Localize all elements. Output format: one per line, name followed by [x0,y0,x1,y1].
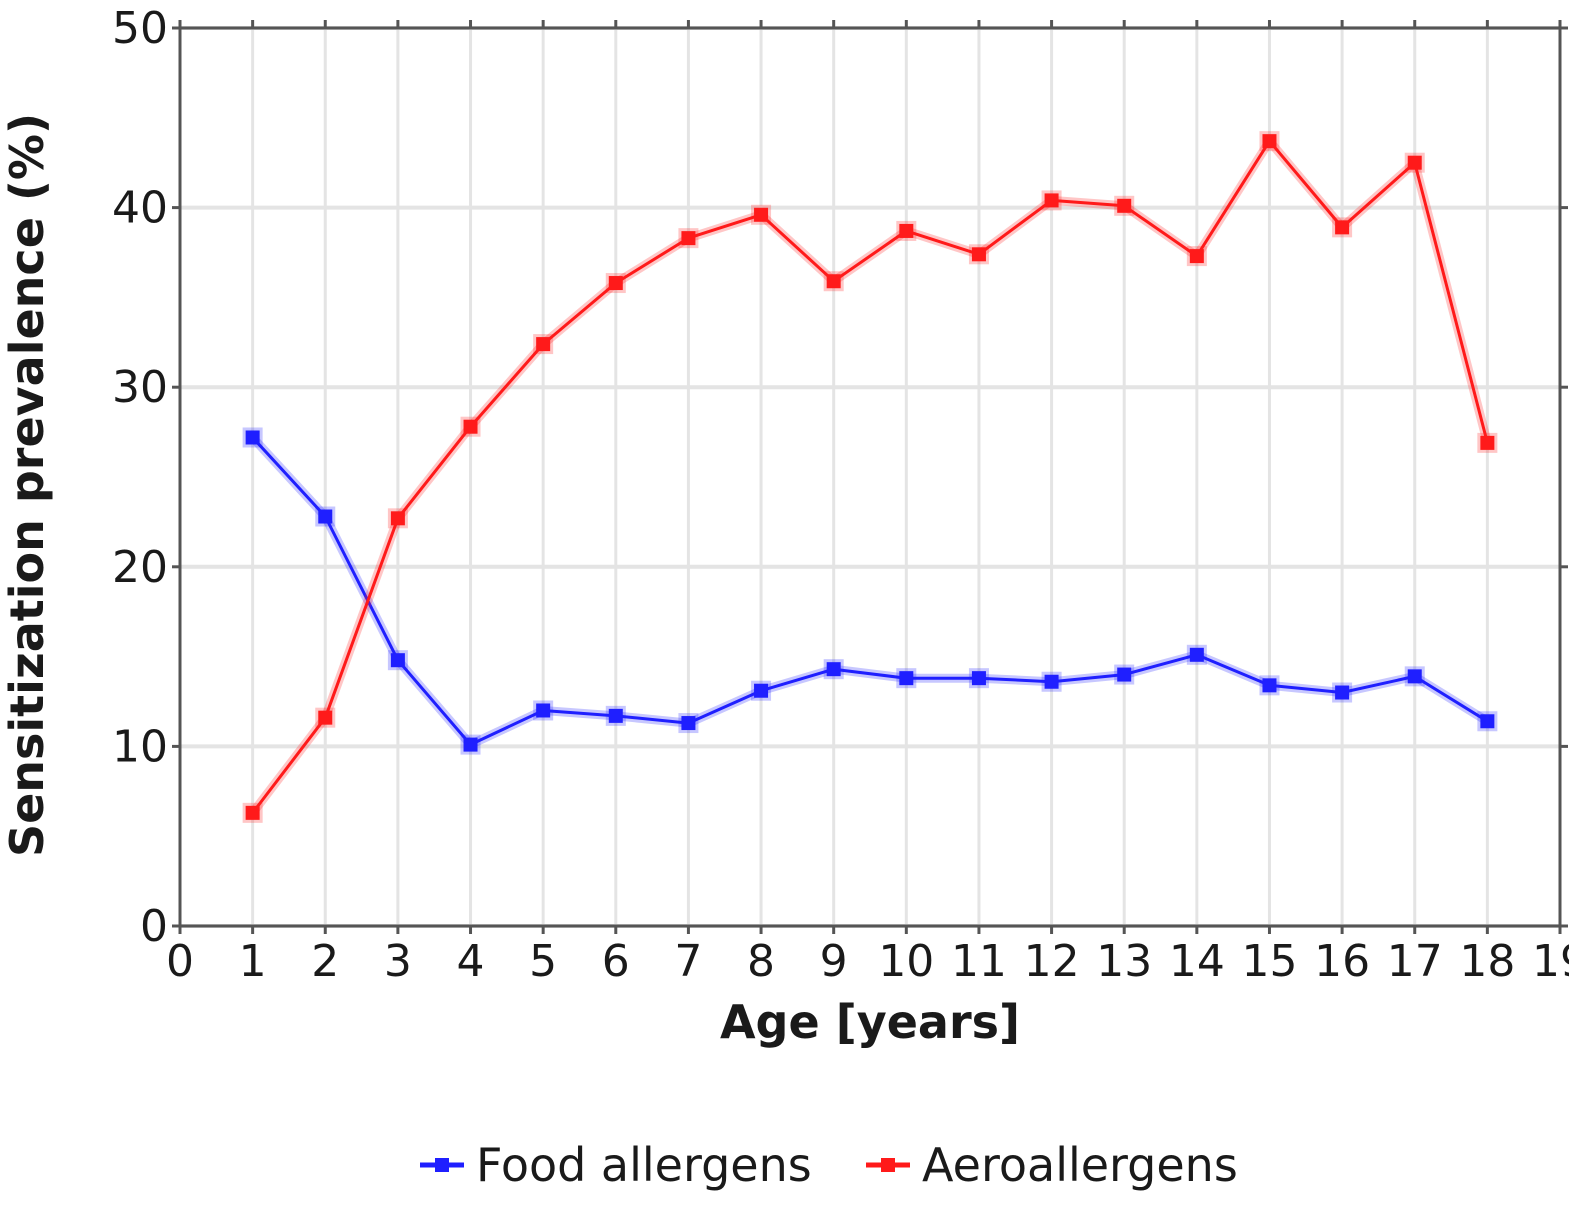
data-point [1262,678,1277,693]
series-0 [242,427,1498,755]
plot-frame [178,26,1562,928]
data-point [971,671,986,686]
data-point [318,710,333,725]
data-point [463,419,478,434]
y-tick-label: 0 [140,901,168,952]
data-point [1044,193,1059,208]
legend-label: Food allergens [476,1138,812,1192]
data-point [1189,249,1204,264]
data-point [1117,198,1132,213]
series-layer [242,131,1498,823]
legend-marker [435,1158,449,1172]
data-point [826,662,841,677]
series-line [251,436,1489,747]
data-point [390,511,405,526]
data-point [390,653,405,668]
data-point [608,708,623,723]
data-point [1407,669,1422,684]
y-axis: 0 10 20 30 40 50 [112,3,1568,952]
data-point [1189,647,1204,662]
series-line [251,139,1489,814]
x-axis-title: Age [years] [720,995,1020,1049]
x-tick-label: 16 [1314,936,1370,987]
data-point [245,430,260,445]
y-tick-label: 20 [112,542,168,593]
x-tick-label: 6 [602,936,630,987]
x-tick-label: 11 [951,936,1007,987]
x-tick-label: 18 [1459,936,1515,987]
x-tick-label: 15 [1241,936,1297,987]
legend-item: Food allergens [420,1138,812,1192]
x-tick-label: 19 [1532,936,1569,987]
x-tick-label: 7 [674,936,702,987]
x-tick-label: 2 [311,936,339,987]
legend-marker [881,1158,895,1172]
y-tick-label: 10 [112,721,168,772]
data-point [1335,685,1350,700]
legend-label: Aeroallergens [922,1138,1238,1192]
y-tick-label: 40 [112,183,168,234]
data-point [1262,134,1277,149]
legend: Food allergens Aeroallergens [420,1138,1238,1192]
data-point [681,716,696,731]
data-point [536,703,551,718]
x-tick-label: 0 [166,936,194,987]
data-point [826,274,841,289]
data-point [536,337,551,352]
y-tick-label: 30 [112,362,168,413]
data-point [1407,155,1422,170]
x-tick-label: 8 [747,936,775,987]
x-tick-label: 12 [1024,936,1080,987]
data-point [681,231,696,246]
x-tick-label: 1 [239,936,267,987]
data-point [754,683,769,698]
y-tick-label: 50 [112,3,168,54]
x-axis: 012345678910111213141516171819 [166,20,1569,987]
data-point [754,207,769,222]
legend-item: Aeroallergens [866,1138,1238,1192]
x-tick-label: 14 [1169,936,1225,987]
data-point [899,223,914,238]
data-point [1480,714,1495,729]
series-1 [242,131,1498,823]
x-tick-label: 17 [1387,936,1443,987]
data-point [608,276,623,291]
data-point [1335,220,1350,235]
x-tick-label: 13 [1096,936,1152,987]
x-tick-label: 5 [529,936,557,987]
data-point [899,671,914,686]
y-axis-title: Sensitization prevalence (%) [0,113,54,857]
data-point [971,247,986,262]
data-point [1117,667,1132,682]
x-tick-label: 3 [384,936,412,987]
x-tick-label: 10 [878,936,934,987]
data-point [1044,674,1059,689]
data-point [318,509,333,524]
data-point [463,737,478,752]
x-tick-label: 9 [820,936,848,987]
data-point [1480,435,1495,450]
x-tick-label: 4 [457,936,485,987]
data-point [245,805,260,820]
